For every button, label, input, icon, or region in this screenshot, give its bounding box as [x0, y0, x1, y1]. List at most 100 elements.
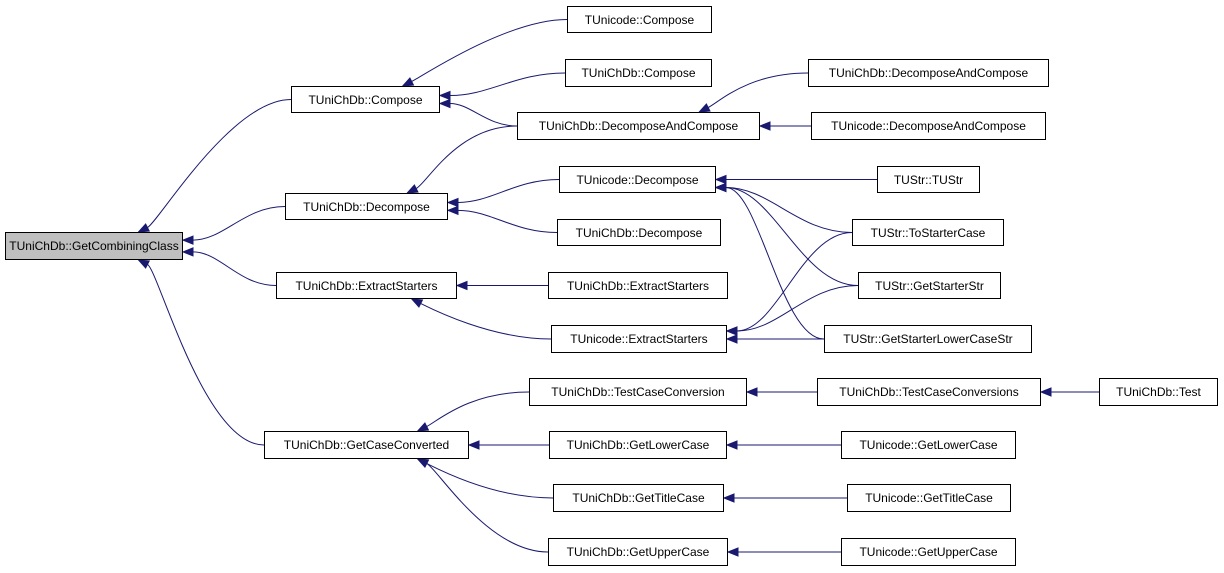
- node-glc[interactable]: TUniChDb::GetLowerCase: [549, 431, 727, 459]
- node-label: TUniChDb::Decompose: [303, 199, 430, 214]
- arrowhead-icon: [446, 197, 459, 208]
- arrowhead-icon: [725, 334, 738, 344]
- arrowhead-icon: [406, 184, 419, 194]
- node-e2[interactable]: TUniChDb::ExtractStarters: [548, 272, 728, 299]
- node-root: TUniChDb::GetCombiningClass: [5, 232, 183, 260]
- node-label: TUStr::GetStarterLowerCaseStr: [843, 332, 1013, 346]
- edge-c1-to-root: [147, 99, 292, 228]
- arrowhead-icon: [137, 259, 151, 269]
- node-guc[interactable]: TUniChDb::GetUpperCase: [548, 538, 728, 566]
- node-ue[interactable]: TUnicode::ExtractStarters: [551, 325, 727, 353]
- node-label: TUniChDb::Decompose: [575, 225, 703, 240]
- node-label: TUnicode::GetUpperCase: [859, 545, 998, 559]
- node-label: TUniChDb::ExtractStarters: [566, 278, 710, 293]
- arrowhead-icon: [446, 205, 459, 216]
- arrowhead-icon: [725, 440, 738, 450]
- node-label: TUniChDb::TestCaseConversions: [839, 385, 1019, 399]
- edge-ud-to-d1: [457, 179, 560, 203]
- arrowhead-icon: [401, 77, 415, 87]
- arrowhead-icon: [714, 182, 727, 193]
- node-test[interactable]: TUniChDb::Test: [1099, 378, 1218, 406]
- arrowhead-icon: [698, 103, 711, 113]
- arrowhead-icon: [137, 223, 151, 233]
- node-tcc[interactable]: TUniChDb::TestCaseConversion: [529, 378, 747, 406]
- node-c1[interactable]: TUniChDb::Compose: [291, 86, 440, 113]
- arrowhead-icon: [416, 422, 430, 432]
- node-dc2[interactable]: TUniChDb::DecomposeAndCompose: [808, 59, 1049, 87]
- arrowhead-icon: [181, 235, 194, 245]
- node-label: TUniChDb::GetCombiningClass: [9, 239, 179, 253]
- edge-gtc-to-g1: [426, 463, 554, 499]
- node-e1[interactable]: TUniChDb::ExtractStarters: [276, 272, 457, 299]
- edge-uc-to-c1: [411, 19, 568, 82]
- edge-gss-to-ue: [736, 285, 859, 332]
- node-label: TUniChDb::GetUpperCase: [566, 545, 710, 559]
- edge-d2-to-d1: [457, 209, 558, 233]
- arrowhead-icon: [438, 90, 451, 101]
- node-gtc[interactable]: TUniChDb::GetTitleCase: [553, 484, 724, 512]
- node-label: TUnicode::Decompose: [576, 172, 699, 187]
- arrowhead-icon: [455, 280, 468, 291]
- arrowhead-icon: [438, 98, 451, 109]
- edge-dc2-to-dc1: [707, 72, 809, 108]
- edge-c2-to-c1: [449, 72, 566, 97]
- node-label: TUStr::TUStr: [893, 172, 964, 187]
- node-dc1[interactable]: TUniChDb::DecomposeAndCompose: [517, 112, 760, 140]
- arrowhead-icon: [416, 458, 430, 468]
- arrowhead-icon: [758, 121, 771, 131]
- arrowhead-icon: [722, 493, 735, 503]
- node-label: TUniChDb::GetCaseConverted: [283, 438, 450, 452]
- node-ugtc[interactable]: TUnicode::GetTitleCase: [847, 484, 1011, 512]
- arrowhead-icon: [714, 174, 727, 185]
- node-label: TUnicode::Compose: [584, 12, 695, 27]
- arrowhead-icon: [1039, 387, 1052, 397]
- edge-gss-to-ud: [725, 187, 859, 286]
- node-label: TUniChDb::Compose: [308, 92, 423, 107]
- node-gslc[interactable]: TUStr::GetStarterLowerCaseStr: [824, 325, 1032, 353]
- arrowhead-icon: [410, 298, 424, 308]
- edge-tsc-to-ue: [736, 232, 853, 332]
- node-c2[interactable]: TUniChDb::Compose: [565, 59, 712, 87]
- node-tus[interactable]: TUStr::TUStr: [877, 166, 980, 193]
- node-gss[interactable]: TUStr::GetStarterStr: [858, 272, 1001, 299]
- edge-dc1-to-d1: [415, 125, 518, 189]
- edge-tsc-to-ud: [725, 186, 853, 233]
- node-label: TUniChDb::ExtractStarters: [295, 278, 438, 293]
- edge-dc1-to-c1: [449, 102, 518, 127]
- edge-tcc-to-g1: [426, 391, 530, 427]
- node-d1[interactable]: TUniChDb::Decompose: [285, 193, 448, 220]
- edge-gslc-to-ud: [725, 187, 825, 340]
- node-label: TUnicode::ExtractStarters: [570, 332, 708, 346]
- node-udc[interactable]: TUnicode::DecomposeAndCompose: [811, 112, 1046, 140]
- arrowhead-icon: [726, 547, 739, 557]
- edge-g1-to-root: [147, 264, 265, 446]
- arrowhead-icon: [745, 387, 758, 397]
- node-label: TUniChDb::DecomposeAndCompose: [538, 119, 739, 133]
- node-label: TUniChDb::GetLowerCase: [566, 438, 710, 452]
- node-uguc[interactable]: TUnicode::GetUpperCase: [841, 538, 1016, 566]
- node-tccs[interactable]: TUniChDb::TestCaseConversions: [817, 378, 1041, 406]
- node-label: TUniChDb::Test: [1116, 385, 1201, 399]
- edge-guc-to-g1: [426, 463, 549, 553]
- node-label: TUnicode::GetLowerCase: [859, 438, 998, 452]
- node-label: TUStr::ToStarterCase: [870, 225, 986, 240]
- arrowhead-icon: [467, 440, 480, 450]
- node-label: TUniChDb::GetTitleCase: [572, 491, 705, 505]
- node-uc[interactable]: TUnicode::Compose: [567, 6, 712, 33]
- node-label: TUnicode::GetTitleCase: [865, 491, 993, 505]
- node-uglc[interactable]: TUnicode::GetLowerCase: [841, 431, 1016, 459]
- node-g1[interactable]: TUniChDb::GetCaseConverted: [264, 431, 469, 459]
- edge-ue-to-e1: [420, 303, 552, 340]
- node-label: TUniChDb::DecomposeAndCompose: [828, 66, 1029, 80]
- arrowhead-icon: [181, 247, 194, 257]
- node-label: TUnicode::DecomposeAndCompose: [831, 119, 1026, 133]
- node-label: TUStr::GetStarterStr: [875, 278, 984, 293]
- edge-e1-to-root: [192, 251, 277, 286]
- node-d2[interactable]: TUniChDb::Decompose: [557, 219, 721, 246]
- node-tsc[interactable]: TUStr::ToStarterCase: [852, 219, 1004, 246]
- node-ud[interactable]: TUnicode::Decompose: [559, 166, 716, 193]
- node-label: TUniChDb::TestCaseConversion: [551, 385, 725, 399]
- edge-d1-to-root: [192, 206, 286, 241]
